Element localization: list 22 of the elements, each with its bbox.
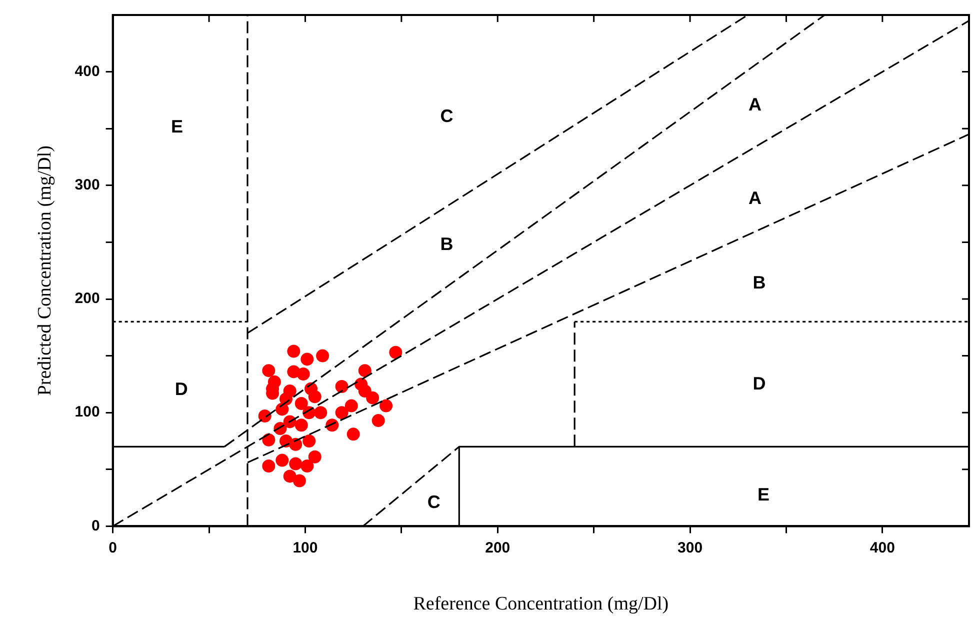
y-tick-label: 200 <box>74 290 100 308</box>
y-tick-label: 300 <box>74 176 100 194</box>
annotation: A <box>748 188 762 208</box>
annotation: E <box>171 116 184 136</box>
y-tick-label: 0 <box>91 517 100 534</box>
x-axis-title: Reference Concentration (mg/Dl) <box>413 594 669 615</box>
annotation: B <box>440 234 454 254</box>
x-tick-label: 200 <box>485 539 510 556</box>
x-tick-label: 300 <box>678 539 703 556</box>
annotation: C <box>427 492 440 512</box>
annotation: D <box>752 374 766 394</box>
annotation: C <box>440 106 454 126</box>
x-tick-label: 0 <box>108 539 117 556</box>
x-tick-label: 400 <box>870 539 895 556</box>
y-axis-title: Predicted Concentration (mg/Dl) <box>34 146 56 396</box>
x-tick-label: 100 <box>292 539 318 556</box>
annotation: B <box>752 272 766 292</box>
y-tick-label: 100 <box>74 404 100 421</box>
annotation: D <box>174 379 188 400</box>
annotation: E <box>758 484 770 504</box>
y-tick-label: 400 <box>74 62 100 80</box>
annotation: A <box>748 94 762 114</box>
